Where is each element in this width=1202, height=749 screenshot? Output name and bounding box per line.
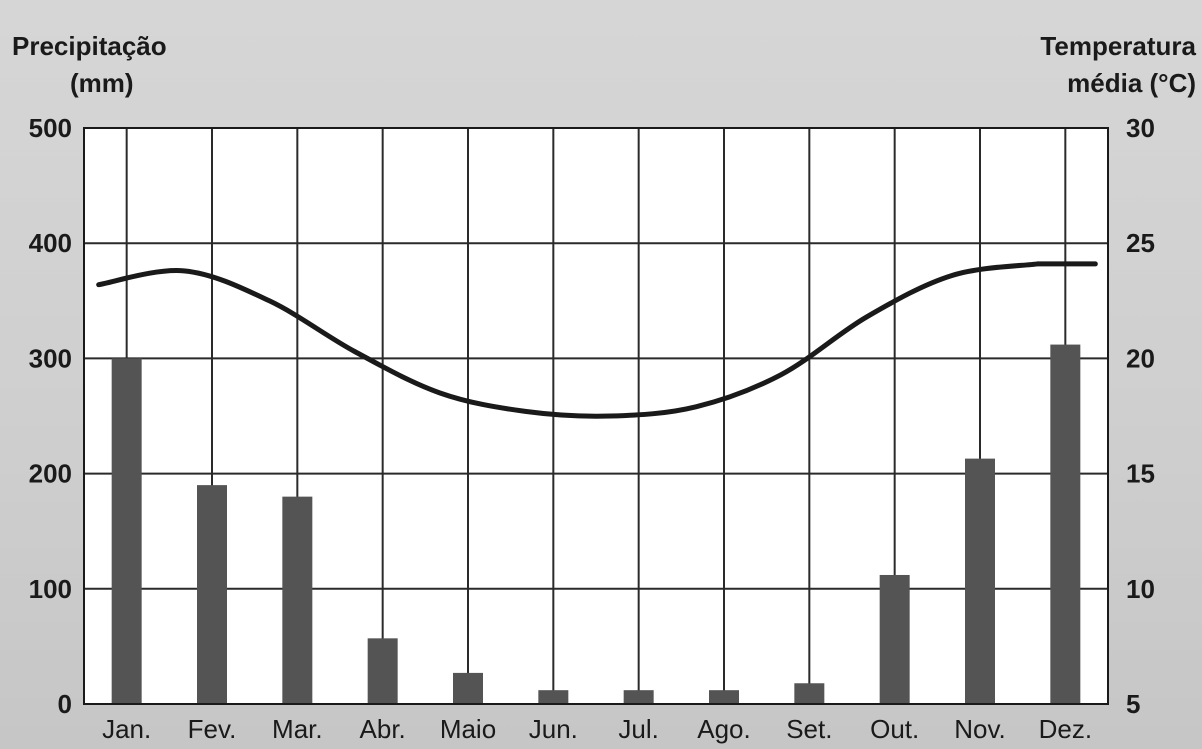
right-tick-label: 20 bbox=[1126, 343, 1155, 373]
right-tick-label: 30 bbox=[1126, 113, 1155, 143]
category-label: Jun. bbox=[529, 714, 578, 744]
category-label: Maio bbox=[440, 714, 496, 744]
precipitation-bars bbox=[111, 344, 1081, 704]
category-label: Abr. bbox=[360, 714, 406, 744]
precipitation-bar bbox=[1050, 344, 1081, 704]
precipitation-bar bbox=[538, 690, 569, 704]
left-tick-label: 300 bbox=[29, 343, 72, 373]
left-tick-label: 500 bbox=[29, 113, 72, 143]
precipitation-bar bbox=[965, 458, 995, 704]
precipitation-bar bbox=[709, 690, 739, 704]
category-label: Jul. bbox=[618, 714, 658, 744]
temperature-line-group bbox=[96, 261, 1098, 419]
category-label: Fev. bbox=[188, 714, 237, 744]
right-tick-label: 10 bbox=[1126, 574, 1155, 604]
right-tick-label: 15 bbox=[1126, 459, 1155, 489]
plot-frame bbox=[83, 127, 1109, 705]
left-tick-label: 100 bbox=[29, 574, 72, 604]
temperature-line bbox=[96, 261, 1098, 419]
left-tick-label: 400 bbox=[29, 228, 72, 258]
right-tick-label: 5 bbox=[1126, 689, 1140, 719]
right-axis-title-line2: média (°C) bbox=[1067, 68, 1196, 98]
category-label: Jan. bbox=[102, 714, 151, 744]
category-label: Mar. bbox=[272, 714, 323, 744]
precipitation-bar bbox=[367, 638, 398, 704]
left-tick-label: 0 bbox=[58, 689, 72, 719]
precipitation-bar bbox=[879, 574, 910, 704]
right-tick-label: 25 bbox=[1126, 228, 1155, 258]
category-label: Set. bbox=[786, 714, 832, 744]
precipitation-bar bbox=[282, 496, 313, 704]
axis-labels: Precipitação (mm) Temperatura média (°C)… bbox=[12, 31, 1197, 744]
left-axis-title-line1: Precipitação bbox=[12, 31, 167, 61]
precipitation-bar bbox=[197, 485, 227, 704]
precipitation-bar bbox=[794, 683, 825, 704]
category-label: Out. bbox=[870, 714, 919, 744]
precipitation-bar bbox=[623, 690, 654, 704]
left-tick-label: 200 bbox=[29, 459, 72, 489]
right-axis-title-line1: Temperatura bbox=[1040, 31, 1196, 61]
precipitation-bar bbox=[111, 358, 142, 704]
precipitation-bar bbox=[453, 672, 483, 704]
category-label: Nov. bbox=[954, 714, 1006, 744]
left-axis-title-line2: (mm) bbox=[70, 68, 134, 98]
category-label: Ago. bbox=[697, 714, 751, 744]
category-label: Dez. bbox=[1039, 714, 1092, 744]
